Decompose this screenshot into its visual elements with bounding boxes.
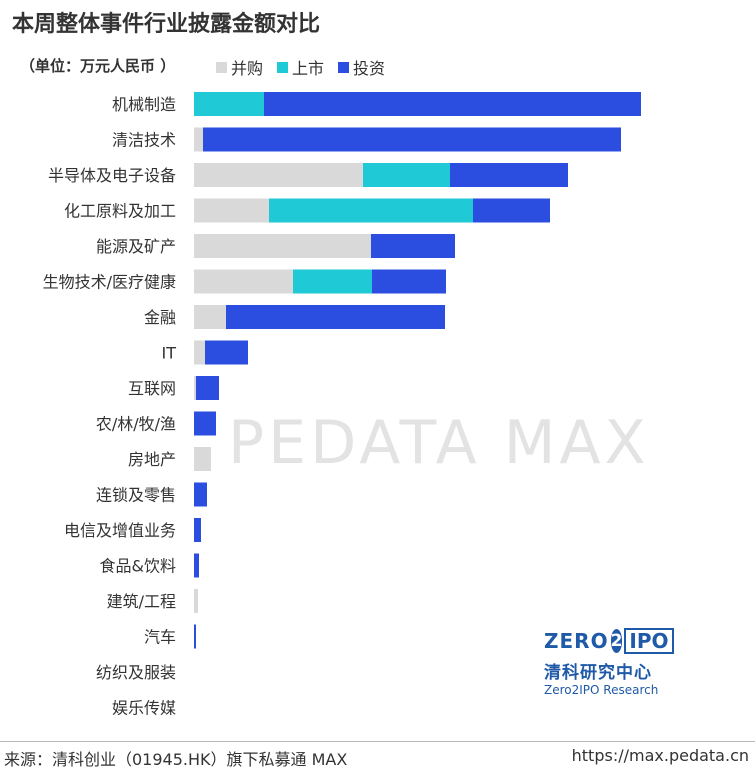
bar-segment-invest bbox=[194, 411, 216, 436]
logo-two-circle: 2 bbox=[610, 629, 623, 653]
bar-segment-invest bbox=[372, 269, 446, 294]
bar-segment-invest bbox=[194, 624, 196, 649]
category-label: 半导体及电子设备 bbox=[48, 166, 176, 185]
category-label: 食品&饮料 bbox=[100, 557, 176, 576]
bar-segment-invest bbox=[205, 340, 248, 365]
bar-segment-invest bbox=[371, 234, 455, 258]
legend-item-ma: 并购 bbox=[216, 55, 263, 79]
legend-item-ipo: 上市 bbox=[277, 55, 324, 79]
category-label: IT bbox=[162, 344, 177, 363]
bar-segment-ma bbox=[194, 198, 269, 223]
bar-segment-invest bbox=[194, 482, 207, 507]
category-label: 能源及矿产 bbox=[96, 237, 176, 256]
category-label: 电信及增值业务 bbox=[64, 521, 176, 540]
category-label: 汽车 bbox=[144, 628, 176, 647]
category-label: 机械制造 bbox=[112, 95, 176, 114]
bar-segment-ma bbox=[194, 589, 198, 613]
bar-segment-ipo bbox=[293, 269, 372, 294]
logo-en-text: Zero2IPO Research bbox=[544, 683, 659, 697]
logo-ipo-text: IPO bbox=[624, 628, 674, 654]
zero2ipo-logo: ZERO 2 IPO 清科研究中心 Zero2IPO Research bbox=[544, 628, 674, 697]
category-label: 生物技术/医疗健康 bbox=[43, 273, 176, 292]
category-label: 纺织及服装 bbox=[96, 663, 176, 682]
bar-segment-invest bbox=[196, 376, 219, 400]
bar-segment-ma bbox=[194, 269, 293, 294]
legend-label-ipo: 上市 bbox=[292, 59, 325, 78]
footer-divider bbox=[0, 741, 755, 742]
watermark-text: PEDATA MAX bbox=[228, 408, 650, 478]
category-label: 连锁及零售 bbox=[96, 486, 176, 505]
legend-label-ma: 并购 bbox=[231, 59, 264, 78]
bar-segment-invest bbox=[473, 198, 550, 223]
bar-segment-ipo bbox=[269, 198, 473, 223]
logo-cn-text: 清科研究中心 bbox=[544, 663, 652, 683]
bar-segment-invest bbox=[226, 305, 445, 329]
bar-segment-invest bbox=[264, 92, 641, 116]
category-label: 金融 bbox=[144, 308, 176, 327]
category-label: 娱乐传媒 bbox=[112, 699, 176, 718]
category-label: 农/林/牧/渔 bbox=[96, 415, 176, 434]
legend-swatch-ipo bbox=[277, 61, 289, 73]
category-label: 化工原料及加工 bbox=[64, 202, 176, 221]
category-label: 建筑/工程 bbox=[107, 592, 176, 611]
legend: 并购 上市 投资 bbox=[216, 55, 385, 79]
category-label: 互联网 bbox=[128, 379, 176, 398]
legend-swatch-ma bbox=[216, 61, 227, 73]
bar-segment-ma bbox=[194, 127, 203, 152]
bar-segment-invest bbox=[194, 553, 199, 578]
bar-segment-ma bbox=[194, 305, 226, 329]
source-note: 来源：清科创业（01945.HK）旗下私募通 MAX bbox=[4, 750, 348, 769]
chart-title: 本周整体事件行业披露金额对比 bbox=[12, 12, 321, 37]
legend-item-invest: 投资 bbox=[338, 55, 385, 79]
bar-segment-ma bbox=[194, 376, 196, 400]
bar-segment-invest bbox=[194, 518, 201, 542]
category-label: 房地产 bbox=[128, 450, 176, 469]
legend-label-invest: 投资 bbox=[353, 59, 386, 78]
source-url[interactable]: https://max.pedata.cn bbox=[571, 746, 749, 765]
bar-segment-invest bbox=[450, 163, 568, 187]
unit-label: （单位：万元人民币 ） bbox=[20, 57, 176, 75]
bar-segment-ipo bbox=[194, 92, 264, 116]
logo-mark: ZERO 2 IPO bbox=[544, 628, 674, 654]
bar-segment-invest bbox=[203, 127, 621, 152]
logo-zero-text: ZERO bbox=[544, 629, 609, 653]
category-label: 清洁技术 bbox=[112, 131, 176, 150]
bar-segment-ma bbox=[194, 340, 205, 365]
bar-segment-ma bbox=[194, 447, 211, 471]
legend-swatch-invest bbox=[338, 61, 350, 73]
bar-segment-ma bbox=[194, 234, 371, 258]
bar-segment-ma bbox=[194, 163, 363, 187]
bar-segment-ipo bbox=[363, 163, 450, 187]
